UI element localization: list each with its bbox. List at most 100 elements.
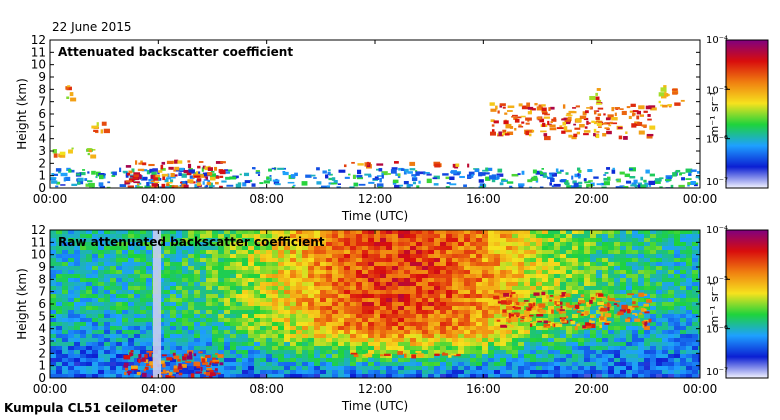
noise-cell — [332, 282, 338, 286]
feature-cell — [637, 182, 642, 185]
feature-cell — [555, 168, 559, 173]
noise-cell — [386, 362, 392, 366]
feature-cell — [242, 182, 247, 187]
noise-cell — [506, 234, 512, 238]
noise-cell — [686, 346, 692, 350]
noise-cell — [524, 366, 530, 370]
noise-cell — [200, 330, 206, 334]
noise-cell — [230, 302, 236, 306]
noise-cell — [194, 242, 200, 246]
noise-cell — [74, 230, 80, 234]
feature-cell — [325, 174, 329, 179]
noise-cell — [236, 274, 242, 278]
feature-cell — [164, 179, 169, 183]
feature-cell — [166, 370, 170, 373]
noise-cell — [74, 234, 80, 238]
noise-cell — [56, 342, 62, 346]
noise-cell — [374, 290, 380, 294]
noise-cell — [92, 366, 98, 370]
noise-cell — [188, 246, 194, 250]
noise-cell — [434, 314, 440, 318]
feature-cell — [450, 170, 457, 174]
noise-cell — [464, 318, 470, 322]
noise-cell — [398, 342, 404, 346]
x-tick-label: 00:00 — [683, 192, 718, 206]
noise-cell — [188, 270, 194, 274]
noise-cell — [482, 266, 488, 270]
noise-cell — [494, 350, 500, 354]
noise-cell — [182, 286, 188, 290]
noise-cell — [458, 282, 464, 286]
noise-cell — [434, 346, 440, 350]
feature-cell — [392, 179, 399, 184]
noise-cell — [476, 298, 482, 302]
noise-cell — [662, 370, 668, 374]
noise-cell — [344, 374, 350, 378]
noise-cell — [596, 242, 602, 246]
noise-cell — [584, 334, 590, 338]
noise-cell — [248, 306, 254, 310]
noise-cell — [296, 310, 302, 314]
feature-cell — [497, 168, 503, 173]
noise-cell — [410, 326, 416, 330]
noise-cell — [296, 342, 302, 346]
noise-cell — [374, 306, 380, 310]
noise-cell — [194, 342, 200, 346]
noise-cell — [620, 302, 626, 306]
noise-cell — [686, 330, 692, 334]
noise-cell — [338, 254, 344, 258]
feature-high-cloud — [658, 85, 685, 108]
feature-cell — [586, 183, 593, 187]
noise-cell — [302, 254, 308, 258]
noise-cell — [260, 306, 266, 310]
noise-cell — [218, 242, 224, 246]
noise-cell — [698, 250, 700, 254]
noise-cell — [386, 334, 392, 338]
noise-cell — [68, 258, 74, 262]
noise-cell — [482, 294, 488, 298]
noise-cell — [446, 294, 452, 298]
noise-cell — [422, 346, 428, 350]
noise-cell — [62, 302, 68, 306]
feature-cell — [153, 177, 159, 181]
noise-cell — [614, 330, 620, 334]
noise-cell — [308, 246, 314, 250]
noise-cell — [434, 274, 440, 278]
noise-cell — [50, 246, 56, 250]
feature-cell — [126, 172, 131, 176]
y-tick-label: 4 — [38, 132, 46, 146]
feature-cell — [602, 132, 607, 137]
noise-cell — [530, 278, 536, 282]
feature-cell — [541, 104, 546, 107]
noise-cell — [356, 350, 362, 354]
noise-cell — [104, 246, 110, 250]
noise-cell — [170, 238, 176, 242]
noise-cell — [140, 330, 146, 334]
noise-cell — [206, 294, 212, 298]
noise-cell — [350, 258, 356, 262]
feature-cell — [562, 121, 567, 126]
noise-cell — [626, 234, 632, 238]
noise-cell — [266, 250, 272, 254]
noise-cell — [278, 270, 284, 274]
noise-cell — [98, 262, 104, 266]
noise-cell — [332, 242, 338, 246]
noise-cell — [644, 258, 650, 262]
feature-cell — [214, 166, 218, 171]
noise-cell — [236, 270, 242, 274]
noise-cell — [572, 302, 578, 306]
noise-cell — [578, 326, 584, 330]
noise-cell — [554, 242, 560, 246]
noise-cell — [686, 286, 692, 290]
feature-cell — [495, 105, 498, 110]
noise-cell — [416, 326, 422, 330]
noise-cell — [602, 230, 608, 234]
noise-cell — [476, 262, 482, 266]
noise-cell — [368, 306, 374, 310]
noise-cell — [614, 282, 620, 286]
noise-cell — [494, 258, 500, 262]
noise-cell — [290, 282, 296, 286]
noise-cell — [518, 254, 524, 258]
noise-cell — [218, 282, 224, 286]
feature-cell — [573, 182, 579, 188]
